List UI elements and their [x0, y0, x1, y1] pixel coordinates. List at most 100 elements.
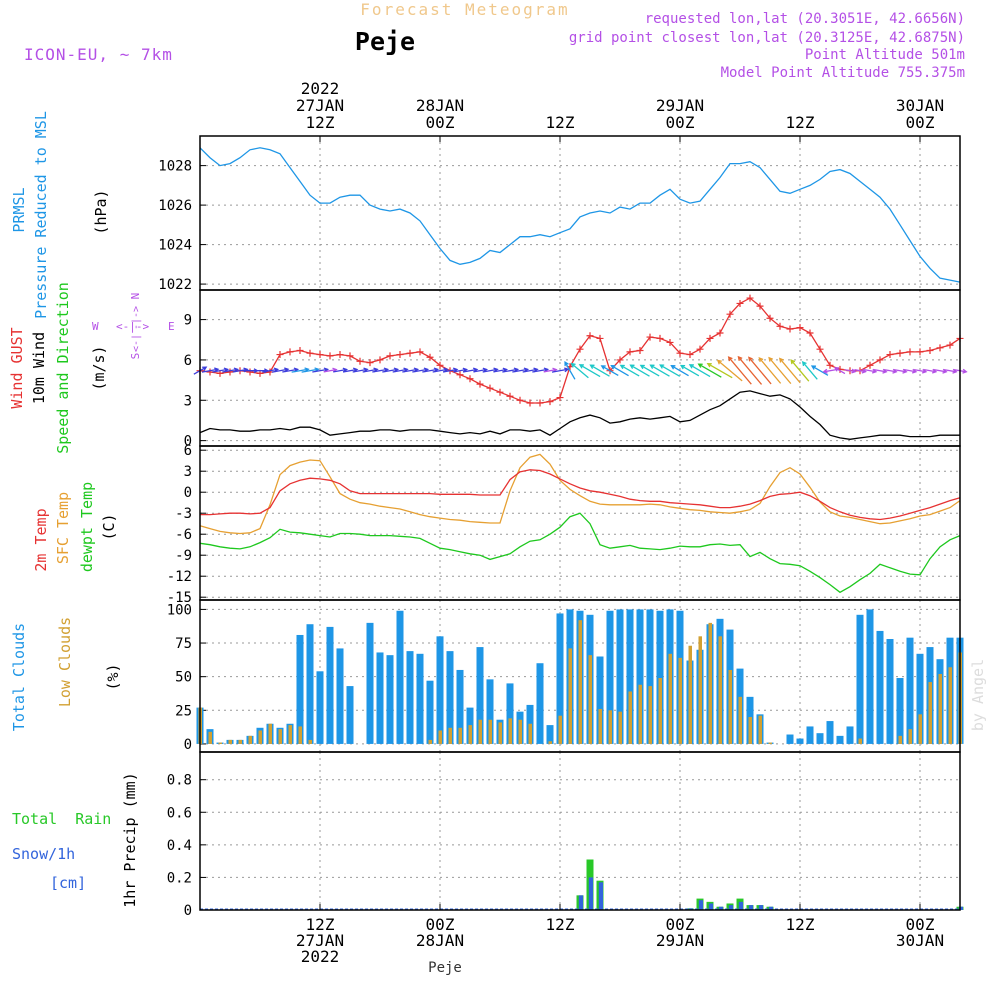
low-cloud-bar [548, 741, 552, 744]
temperature-ytick-label: 6 [184, 443, 192, 459]
total-cloud-bar [886, 639, 894, 744]
temperature-ytick-label: -3 [175, 506, 192, 522]
bottom-time-label: 12Z [786, 915, 815, 934]
compass-legend: W E <-|-> -|-> N <-| S [92, 293, 175, 360]
gust-marker [306, 349, 314, 357]
low-cloud-bar [618, 711, 622, 744]
clouds-ytick-label: 50 [175, 670, 192, 686]
pressure-ytick-label: 1028 [158, 159, 192, 175]
top-time-label: 29JAN [656, 96, 704, 115]
gust-marker [906, 348, 914, 356]
total-cloud-bar [906, 637, 914, 744]
low-cloud-bar [908, 729, 912, 744]
wind-direction-arrow [570, 362, 589, 379]
total-cloud-bar [546, 725, 554, 744]
low-cloud-bar [528, 723, 532, 744]
total-cloud-bar [796, 738, 804, 744]
wind-direction-arrow [697, 363, 722, 378]
low-cloud-bar [608, 710, 612, 744]
low-cloud-bar [498, 722, 502, 744]
total-cloud-bar [826, 721, 834, 744]
pressure-panel-frame [199, 135, 961, 291]
low-cloud-bar [508, 718, 512, 744]
label-wind10: 10m Wind [30, 332, 48, 404]
bottom-time-label: 12Z [306, 915, 335, 934]
wind-direction-arrow [649, 364, 670, 377]
bottom-time-label: 29JAN [656, 931, 704, 950]
low-cloud-bar [248, 735, 252, 744]
snow-bar [738, 901, 743, 910]
gust-marker [336, 351, 344, 359]
gust-marker [506, 392, 514, 400]
gust-marker [616, 356, 624, 364]
gust-marker [896, 349, 904, 357]
wind-direction-arrow [629, 364, 650, 377]
gust-marker [316, 351, 324, 359]
wind-direction-arrow [600, 365, 619, 377]
gust-marker [226, 368, 234, 376]
low-cloud-bar [948, 667, 952, 744]
low-cloud-bar [648, 686, 652, 744]
label-snow-unit: [cm] [50, 874, 86, 892]
clouds-ytick-label: 100 [167, 602, 192, 618]
gust-marker [366, 359, 374, 367]
label-total-clouds: Total Clouds [10, 623, 28, 731]
footer-location: Peje [428, 960, 462, 976]
low-cloud-bar [428, 739, 432, 744]
label-celsius: (C) [100, 513, 118, 540]
bottom-time-label: 30JAN [896, 931, 944, 950]
gust-marker [546, 398, 554, 406]
bottom-time-label: 12Z [546, 915, 575, 934]
gust-marker [466, 375, 474, 383]
low-cloud-bar [748, 717, 752, 744]
gust-marker [646, 333, 654, 341]
snow-bar [768, 906, 773, 910]
wind-direction-arrow [578, 364, 601, 378]
wind-direction-arrow [551, 367, 570, 373]
total-cloud-bar [836, 735, 844, 744]
sfc-temp-line [199, 453, 961, 535]
compass-w: W [92, 320, 99, 333]
total-cloud-bar [646, 609, 654, 744]
model-altitude: Model Point Altitude 755.375m [721, 65, 965, 81]
bottom-time-label: 00Z [666, 915, 695, 934]
total-cloud-bar [846, 726, 854, 744]
gust-marker [526, 399, 534, 407]
low-cloud-bar [238, 739, 242, 744]
wind-direction-arrow [727, 356, 752, 385]
snow-bar [588, 877, 593, 910]
low-cloud-bar [678, 657, 682, 744]
wind-direction-arrow [659, 364, 681, 377]
top-time-label: 28JAN [416, 96, 464, 115]
low-cloud-bar [308, 739, 312, 744]
total-cloud-bar [416, 653, 424, 744]
total-cloud-bar [636, 609, 644, 744]
total-cloud-bar [876, 630, 884, 744]
gust-marker [796, 324, 804, 332]
label-total-rain: Total Rain [12, 810, 111, 828]
clouds-ytick-label: 25 [175, 703, 192, 719]
top-time-label: 2022 [301, 79, 340, 98]
total-cloud-bar [806, 726, 814, 744]
precipitation-panel-frame [199, 751, 961, 911]
wind-direction-arrow [778, 357, 801, 384]
gust-marker [786, 325, 794, 333]
low-cloud-bar [698, 636, 702, 744]
low-cloud-bar [278, 729, 282, 744]
low-cloud-bar [258, 730, 262, 744]
snow-bar [578, 895, 583, 910]
precipitation-ytick-label: 0.2 [167, 870, 192, 886]
top-time-label: 00Z [426, 113, 455, 132]
snow-bar [758, 905, 763, 910]
wind-direction-arrow [706, 362, 733, 379]
total-cloud-bar [536, 663, 544, 744]
gust-marker [936, 344, 944, 352]
low-cloud-bar [488, 719, 492, 744]
wind-direction-arrow [758, 356, 782, 384]
low-cloud-bar [768, 742, 772, 744]
temperature-ytick-label: -15 [167, 590, 192, 606]
low-cloud-bar [728, 669, 732, 744]
total-cloud-bar [786, 734, 794, 744]
gust-marker [926, 347, 934, 355]
low-cloud-bar [598, 708, 602, 744]
